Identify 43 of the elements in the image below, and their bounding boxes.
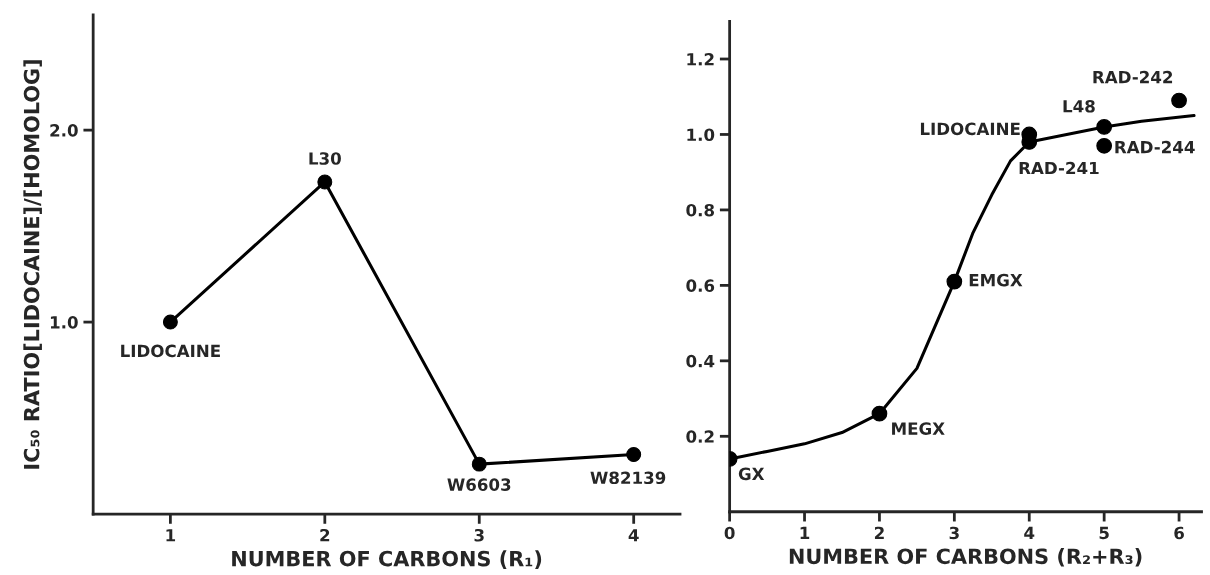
point — [1096, 119, 1113, 135]
point — [471, 456, 487, 472]
point — [1096, 137, 1113, 154]
annotation: RAD-242 — [1093, 70, 1173, 84]
annotation: RAD-244 — [1115, 140, 1195, 154]
x-tick-label: 3 — [949, 526, 959, 540]
y-tick-label: 0.6 — [686, 279, 715, 292]
annotation: LIDOCAINE — [121, 344, 220, 358]
x-tick-label: 2 — [320, 528, 330, 542]
annotation: GX — [738, 467, 765, 481]
x-tick-label: 6 — [1174, 526, 1184, 540]
y-tick-label: 0.4 — [686, 354, 715, 368]
y-tick-label: 1.2 — [687, 52, 714, 66]
annotation: RAD-241 — [1019, 161, 1099, 175]
annotation: LIDOCAINE — [920, 122, 1020, 136]
x-tick-label: 1 — [800, 526, 810, 539]
x-axis-title: NUMBER OF CARBONS (R₂+R₃) — [789, 548, 1142, 567]
y-tick-label: 0.8 — [686, 203, 715, 217]
annotation: EMGX — [969, 273, 1023, 287]
point — [871, 405, 888, 422]
point — [317, 174, 333, 190]
x-tick-label: 1 — [166, 529, 176, 542]
y-tick-label: 1.0 — [50, 316, 78, 329]
x-tick-label: 4 — [628, 529, 639, 542]
point — [1171, 92, 1187, 109]
annotation: L48 — [1063, 99, 1095, 113]
x-tick-label: 4 — [1024, 526, 1035, 539]
point — [162, 314, 178, 330]
annotation: W82139 — [590, 471, 666, 485]
y-axis-title: IC₅₀ RATIO[LIDOCAINE]/[HOMOLOG] — [23, 60, 42, 469]
annotation: MEGX — [892, 422, 945, 435]
point — [946, 273, 963, 290]
annotation: L30 — [309, 152, 341, 165]
y-tick-label: 0.2 — [686, 430, 714, 443]
x-tick-label: 5 — [1099, 526, 1109, 540]
y-tick-label: 1.0 — [687, 128, 715, 142]
x-tick-label: 3 — [474, 528, 484, 542]
x-axis-title: NUMBER OF CARBONS (R₁) — [232, 550, 542, 569]
point — [626, 447, 642, 463]
annotation: W6603 — [447, 478, 511, 491]
x-tick-label: 2 — [874, 526, 884, 539]
x-tick-label: 0 — [724, 526, 735, 540]
y-tick-label: 2.0 — [50, 124, 78, 137]
